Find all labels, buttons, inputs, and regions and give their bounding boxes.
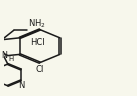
- Text: Cl: Cl: [36, 65, 44, 74]
- Text: NH$_2$: NH$_2$: [28, 17, 45, 30]
- Text: H: H: [8, 56, 13, 62]
- Text: HCl: HCl: [30, 38, 45, 47]
- Text: N: N: [1, 51, 7, 60]
- Text: N: N: [18, 81, 24, 90]
